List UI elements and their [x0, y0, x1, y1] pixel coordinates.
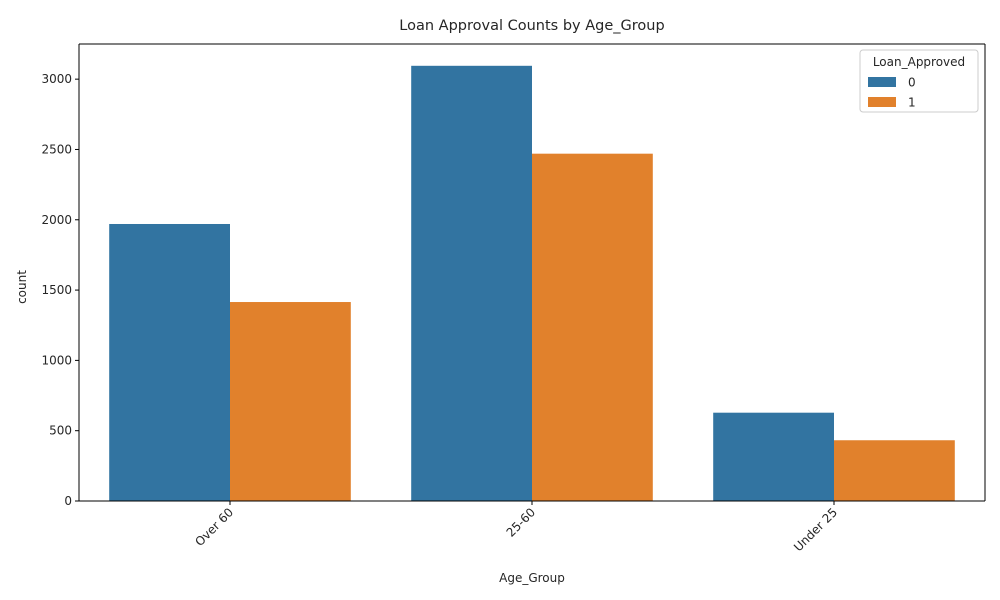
legend-frame [859, 49, 979, 113]
bar-series-1-1 [532, 153, 653, 501]
y-tick-label: 0 [64, 494, 72, 508]
legend-entry-0: 0 [908, 76, 916, 90]
y-tick-label: 500 [49, 424, 72, 438]
x-axis-label: Age_Group [499, 571, 565, 585]
legend: Loan_Approved 0 1 [859, 49, 979, 113]
x-tick-label: Under 25 [791, 505, 840, 554]
bar-series-0-1 [411, 65, 532, 502]
y-tick-label: 1000 [41, 353, 72, 367]
legend-title: Loan_Approved [873, 55, 965, 69]
y-tick-label: 2000 [41, 213, 72, 227]
y-tick-label: 3000 [41, 72, 72, 86]
y-ticks: 0 500 1000 1500 2000 2500 3000 [41, 72, 79, 508]
legend-entry-1: 1 [908, 96, 916, 110]
bar-series-0-0 [109, 223, 230, 502]
y-tick-label: 1500 [41, 283, 72, 297]
bar-series-0-2 [713, 412, 834, 501]
x-ticks: Over 60 25-60 Under 25 [192, 501, 840, 554]
x-tick-label: Over 60 [192, 505, 236, 549]
bar-series-1-2 [834, 440, 955, 501]
y-tick-label: 2500 [41, 142, 72, 156]
legend-swatch-1 [868, 97, 896, 107]
legend-swatch-0 [868, 77, 896, 87]
bars-group [109, 65, 955, 502]
x-tick-label: 25-60 [504, 505, 539, 540]
y-axis-label: count [15, 270, 29, 304]
chart-title: Loan Approval Counts by Age_Group [399, 18, 664, 34]
bar-series-1-0 [230, 302, 351, 501]
